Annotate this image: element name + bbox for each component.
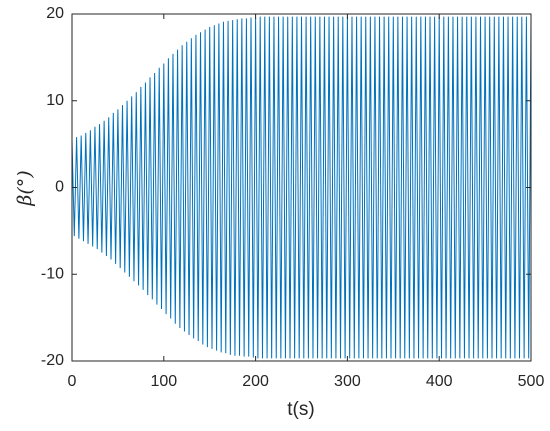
- y-tick-label: 0: [55, 179, 64, 196]
- x-tick-label: 100: [150, 373, 177, 390]
- x-tick-label: 200: [242, 373, 269, 390]
- x-tick-label: 500: [518, 373, 545, 390]
- y-tick-label: -10: [41, 265, 64, 282]
- x-tick-label: 0: [68, 373, 77, 390]
- x-tick-label: 400: [426, 373, 453, 390]
- y-tick-label: -20: [41, 352, 64, 369]
- x-axis-label: t(s): [287, 399, 314, 420]
- series-line: [71, 16, 532, 359]
- x-tick-label: 300: [334, 373, 361, 390]
- y-axis-label: β(°): [14, 170, 36, 206]
- y-tick-label: 10: [46, 92, 64, 109]
- y-tick-label: 20: [46, 5, 64, 22]
